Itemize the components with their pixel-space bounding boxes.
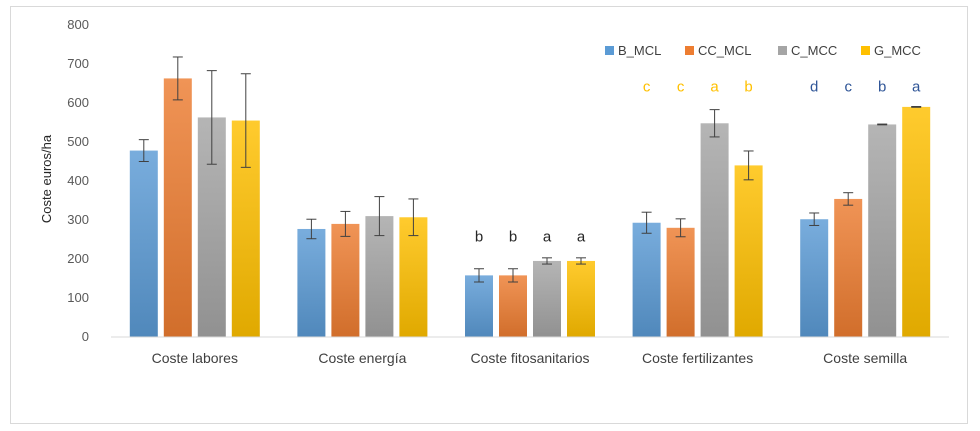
significance-letter: b <box>878 78 886 95</box>
bar-B_MCL-2 <box>465 275 493 337</box>
legend-swatch-B_MCL <box>605 46 614 55</box>
bar-B_MCL-4 <box>800 219 829 337</box>
significance-labels: b b a a c c a b d c b a <box>475 78 921 245</box>
y-tick-label: 200 <box>67 251 89 266</box>
y-tick-label: 500 <box>67 134 89 149</box>
significance-letter: b <box>744 78 752 95</box>
category-label: Coste semilla <box>823 350 907 366</box>
bar-G_MCC-4 <box>902 106 931 338</box>
significance-letter: c <box>844 78 852 95</box>
bar-G_MCC-3 <box>734 165 763 337</box>
significance-letter: b <box>509 229 517 246</box>
significance-letter: a <box>912 78 921 95</box>
y-tick-label: 0 <box>82 329 89 344</box>
bar-B_MCL-1 <box>297 228 326 337</box>
error-bars-group <box>138 56 922 283</box>
chart-frame: Coste euros/ha 0 100 200 300 400 500 600 700 800… <box>10 6 968 424</box>
significance-letter: b <box>475 229 483 246</box>
y-tick-labels: 0 100 200 300 400 500 600 700 800 <box>67 17 89 344</box>
bar-CC_MCL-3 <box>666 227 695 337</box>
legend-swatch-C_MCC <box>778 46 787 55</box>
significance-letter: c <box>643 78 651 95</box>
legend: B_MCL CC_MCL C_MCC G_MCC <box>605 43 921 58</box>
y-tick-label: 700 <box>67 56 89 71</box>
bar-CC_MCL-4 <box>834 198 863 337</box>
bar-B_MCL-3 <box>632 222 661 337</box>
bar-G_MCC-1 <box>399 217 428 337</box>
significance-letter: a <box>577 229 586 246</box>
legend-swatch-CC_MCL <box>685 46 694 55</box>
legend-label: C_MCC <box>791 43 837 58</box>
bar-C_MCC-4 <box>868 124 897 337</box>
y-axis-title: Coste euros/ha <box>39 134 54 223</box>
bars-group <box>129 78 931 338</box>
legend-label: G_MCC <box>874 43 921 58</box>
y-tick-label: 800 <box>67 17 89 32</box>
category-label: Coste labores <box>152 350 238 366</box>
category-label: Coste fertilizantes <box>642 350 753 366</box>
y-tick-label: 400 <box>67 173 89 188</box>
category-label: Coste fitosanitarios <box>470 350 589 366</box>
significance-letter: c <box>677 78 685 95</box>
y-axis-title-group: Coste euros/ha <box>39 134 54 223</box>
significance-letter: a <box>710 78 719 95</box>
bar-C_MCC-1 <box>365 216 394 337</box>
legend-label: B_MCL <box>618 43 661 58</box>
bar-B_MCL-0 <box>129 150 158 337</box>
bar-C_MCC-3 <box>700 123 729 337</box>
legend-label: CC_MCL <box>698 43 751 58</box>
bar-CC_MCL-0 <box>163 78 192 338</box>
bar-G_MCC-2 <box>567 260 595 337</box>
bar-chart: Coste euros/ha 0 100 200 300 400 500 600 700 800… <box>39 17 949 366</box>
y-tick-label: 600 <box>67 95 89 110</box>
significance-letter: d <box>810 78 818 95</box>
category-labels: Coste labores Coste energía Coste fitosani… <box>152 350 908 366</box>
y-tick-label: 300 <box>67 212 89 227</box>
y-tick-label: 100 <box>67 290 89 305</box>
legend-swatch-G_MCC <box>861 46 870 55</box>
bar-CC_MCL-2 <box>499 275 527 337</box>
bar-CC_MCL-1 <box>331 223 360 337</box>
category-label: Coste energía <box>318 350 406 366</box>
bar-C_MCC-2 <box>533 260 561 337</box>
significance-letter: a <box>543 229 552 246</box>
